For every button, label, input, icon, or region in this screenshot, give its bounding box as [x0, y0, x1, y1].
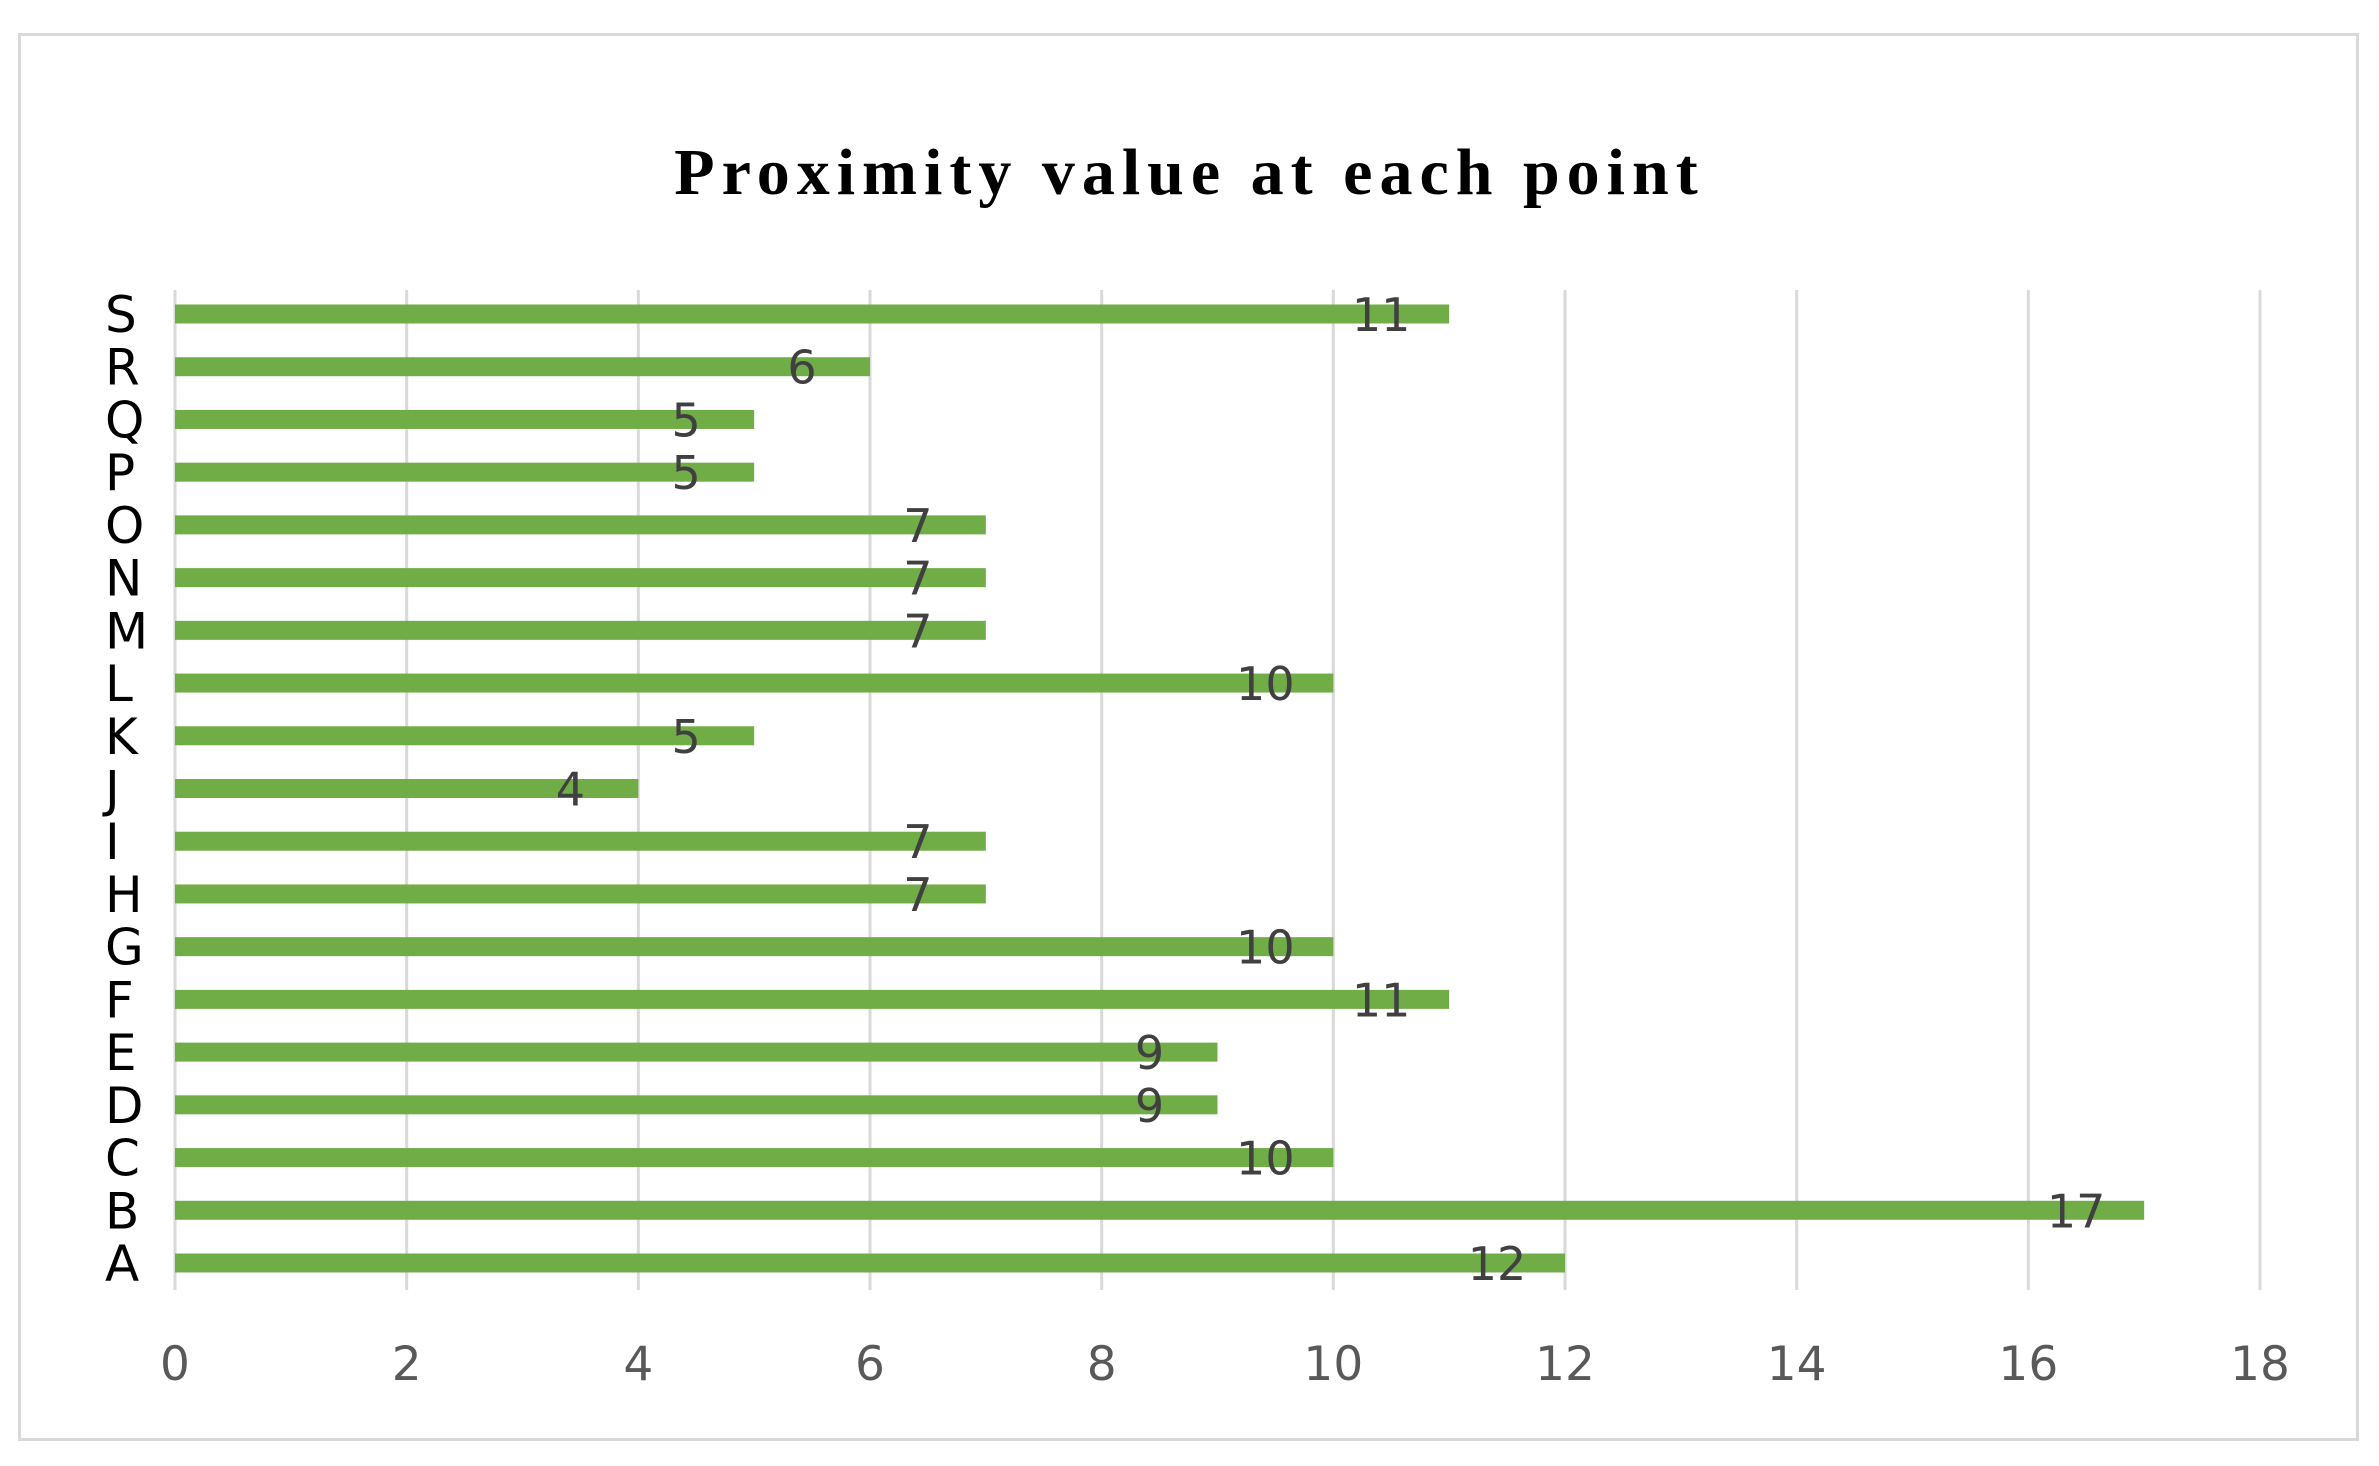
- bars: [175, 304, 2145, 1273]
- category-label-R: R: [105, 339, 140, 397]
- x-tick-label: 4: [623, 1337, 653, 1392]
- data-label-Q: 5: [672, 393, 701, 447]
- bar-K: [175, 726, 755, 746]
- category-label-I: I: [105, 813, 120, 871]
- x-tick-label: 14: [1767, 1337, 1827, 1392]
- bar-R: [175, 357, 870, 377]
- data-label-I: 7: [903, 815, 932, 869]
- bar-J: [175, 779, 639, 798]
- bar-C: [175, 1148, 1334, 1168]
- data-label-M: 7: [903, 604, 932, 658]
- category-label-B: B: [105, 1182, 139, 1240]
- data-label-B: 17: [2047, 1184, 2106, 1238]
- category-label-F: F: [105, 971, 134, 1029]
- bar-B: [175, 1200, 2145, 1220]
- x-tick-label: 12: [1535, 1337, 1595, 1392]
- chart-title: Proximity value at each point: [674, 136, 1705, 209]
- data-label-F: 11: [1352, 973, 1411, 1027]
- category-label-J: J: [102, 761, 120, 819]
- category-label-K: K: [105, 708, 139, 766]
- data-label-D: 9: [1135, 1079, 1164, 1133]
- bar-A: [175, 1253, 1565, 1273]
- category-label-E: E: [105, 1024, 137, 1082]
- data-label-G: 10: [1236, 921, 1295, 975]
- category-label-C: C: [105, 1130, 140, 1188]
- category-label-O: O: [105, 497, 144, 555]
- bar-E: [175, 1042, 1218, 1062]
- x-tick-label: 10: [1303, 1337, 1363, 1392]
- bar-M: [175, 620, 986, 640]
- x-tick-label: 6: [855, 1337, 885, 1392]
- data-label-S: 11: [1352, 288, 1411, 342]
- data-label-N: 7: [903, 552, 932, 606]
- category-label-H: H: [105, 866, 143, 924]
- data-label-K: 5: [672, 710, 701, 764]
- data-label-L: 10: [1236, 657, 1295, 711]
- bar-I: [175, 831, 986, 851]
- bar-N: [175, 568, 986, 588]
- category-label-S: S: [105, 286, 137, 344]
- bar-P: [175, 462, 755, 482]
- x-tick-label: 2: [392, 1337, 422, 1392]
- bar-F: [175, 989, 1450, 1009]
- x-tick-label: 18: [2230, 1337, 2290, 1392]
- data-label-C: 10: [1236, 1132, 1295, 1186]
- x-tick-label: 8: [1087, 1337, 1117, 1392]
- category-label-M: M: [105, 602, 148, 660]
- data-label-E: 9: [1135, 1026, 1164, 1080]
- data-label-R: 6: [787, 341, 816, 395]
- bar-L: [175, 673, 1334, 693]
- bar-D: [175, 1095, 1218, 1115]
- category-label-A: A: [105, 1235, 139, 1293]
- category-label-Q: Q: [105, 391, 144, 449]
- category-label-L: L: [105, 655, 133, 713]
- category-label-N: N: [105, 550, 142, 608]
- data-label-A: 12: [1468, 1237, 1527, 1291]
- bar-Q: [175, 409, 755, 429]
- category-label-P: P: [105, 444, 135, 502]
- category-label-D: D: [105, 1077, 144, 1135]
- bar-H: [175, 884, 986, 904]
- bar-S: [175, 304, 1450, 324]
- data-label-H: 7: [903, 868, 932, 922]
- x-tick-label: 16: [1998, 1337, 2058, 1392]
- value-axis: 0 2 4 6 8 10 12 14 16 18: [160, 1337, 2290, 1392]
- category-label-G: G: [105, 919, 144, 977]
- x-tick-label: 0: [160, 1337, 190, 1392]
- data-label-P: 5: [672, 446, 701, 500]
- bar-O: [175, 515, 986, 535]
- bar-G: [175, 937, 1334, 957]
- data-label-J: 4: [556, 763, 585, 817]
- data-label-O: 7: [903, 499, 932, 553]
